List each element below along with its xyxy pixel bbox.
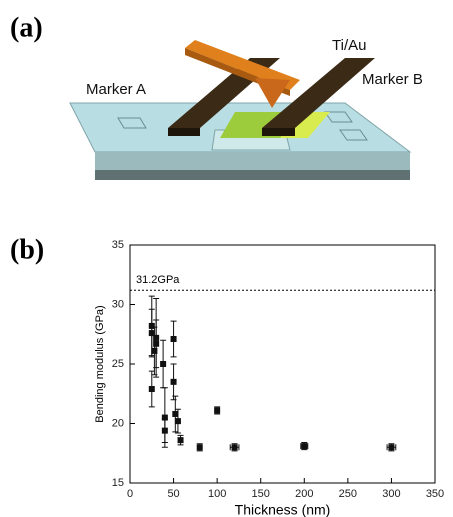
x-tick-label: 200 (295, 488, 313, 500)
y-tick-label: 35 (112, 239, 124, 251)
point (175, 418, 181, 424)
x-tick-label: 350 (426, 488, 444, 500)
point (171, 379, 177, 385)
point (232, 444, 238, 450)
x-tick-label: 100 (208, 488, 226, 500)
point (149, 386, 155, 392)
point (197, 444, 203, 450)
point (388, 444, 394, 450)
point (153, 341, 159, 347)
y-axis-label: Bending modulus (GPa) (94, 305, 106, 422)
marker-label: Marker B (362, 71, 423, 88)
x-tick-label: 0 (127, 488, 133, 500)
panel-label: (a) (10, 12, 43, 43)
y-tick-label: 25 (112, 358, 124, 370)
electrode-label: Ti/Au (332, 37, 366, 54)
device-diagram: Ti/Au Marker A Marker B (70, 37, 423, 180)
substrate-front (95, 152, 410, 170)
x-tick-label: 250 (339, 488, 357, 500)
panel-label: (b) (10, 234, 44, 265)
point (160, 361, 166, 367)
point (162, 428, 168, 434)
electrode-side (168, 128, 200, 136)
point (171, 336, 177, 342)
reference-label: 31.2GPa (136, 274, 180, 286)
point (172, 411, 178, 417)
figure: (a) Ti/Au Marker A Marker B (b) 0 50 100 15… (0, 0, 453, 517)
x-tick-label: 300 (382, 488, 400, 500)
substrate-base (95, 170, 410, 180)
x-tick-label: 150 (252, 488, 270, 500)
y-tick-label: 15 (112, 477, 124, 489)
y-tick-label: 30 (112, 298, 124, 310)
electrode-side (262, 128, 295, 136)
marker-label: Marker A (86, 81, 146, 98)
y-tick-label: 20 (112, 417, 124, 429)
x-tick-label: 50 (167, 488, 179, 500)
x-axis-label: Thickness (nm) (235, 502, 331, 517)
point (214, 407, 220, 413)
point (301, 443, 307, 449)
point (178, 437, 184, 443)
scatter-plot: 0 50 100 150 200 250 300 350 15 20 25 30 35 Thickness… (94, 239, 444, 517)
